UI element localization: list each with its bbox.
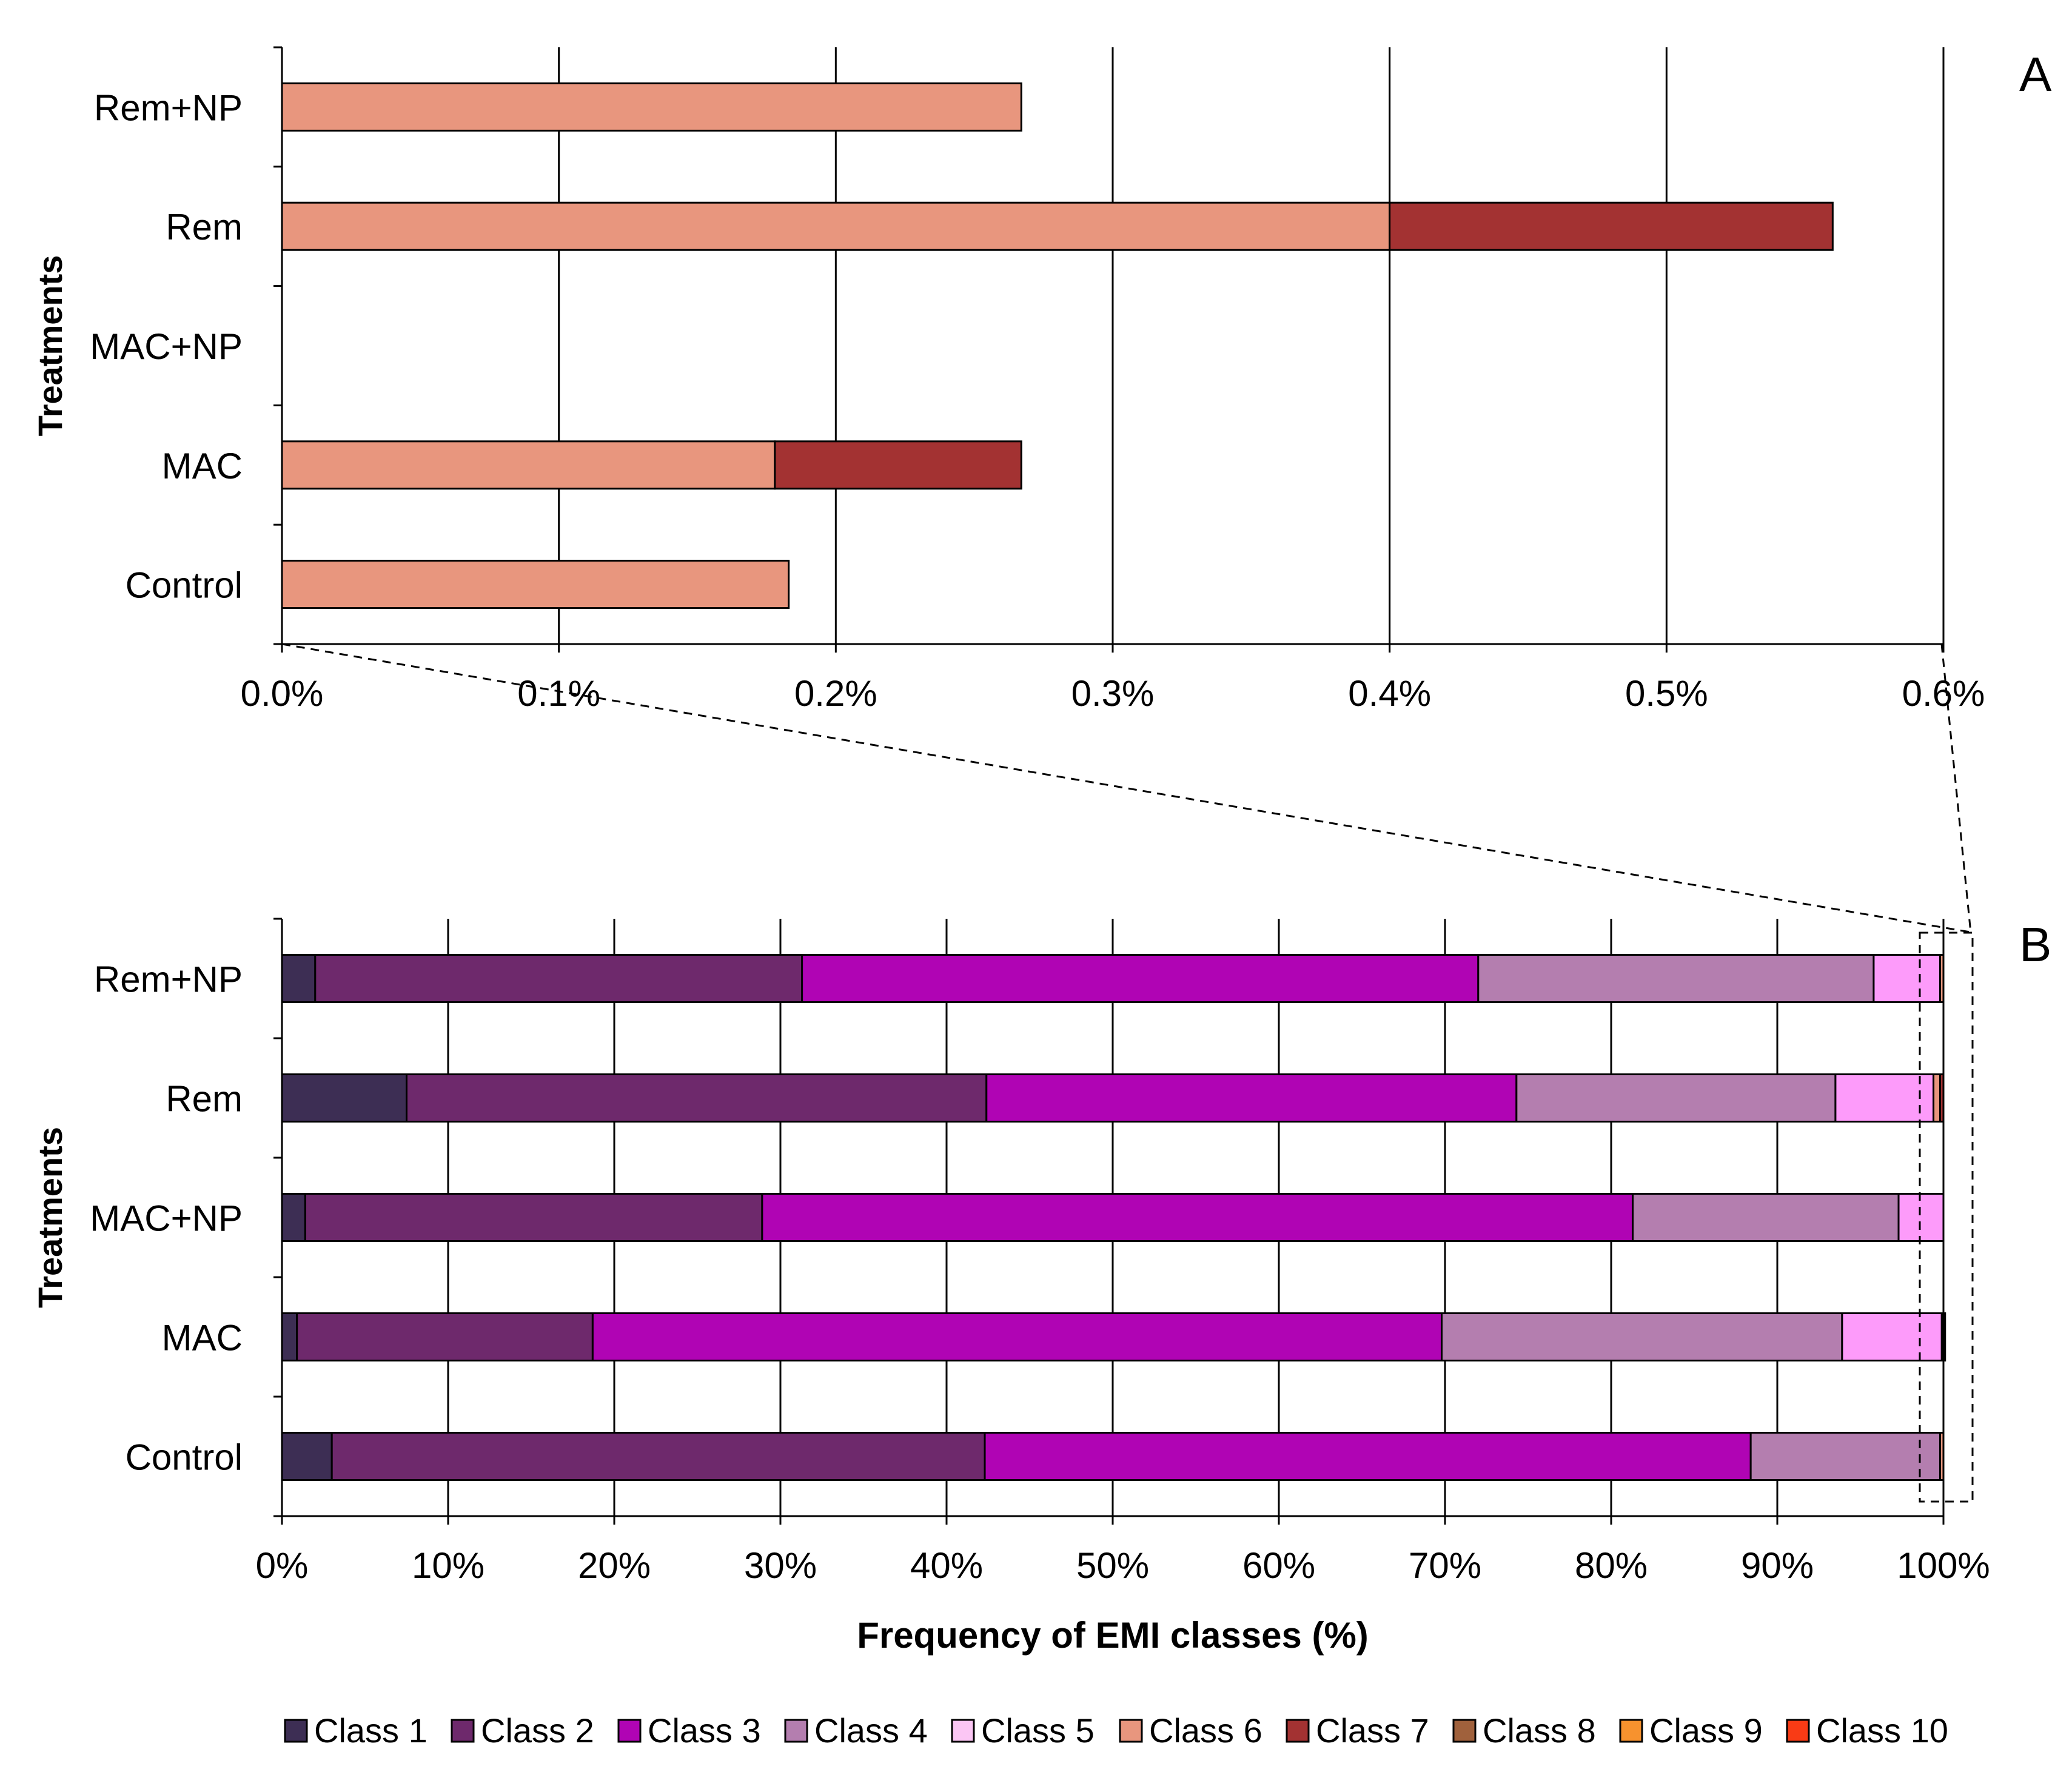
legend-label: Class 7 <box>1316 1711 1429 1750</box>
category-label: Rem <box>166 1079 243 1119</box>
bar-segment <box>1834 1073 1935 1123</box>
bar-segment <box>984 1432 1752 1481</box>
panel-label-b: B <box>2019 918 2051 972</box>
bar-segment <box>801 954 1480 1003</box>
bar-segment <box>1441 1312 1843 1361</box>
bar-segment <box>1939 1073 1945 1123</box>
legend-label: Class 4 <box>814 1711 928 1750</box>
panel-b-chart: 0% 10% 20% 30% 40% 50% 60% 70% 80% 90% 100% Control… <box>31 918 1990 1656</box>
bar-segment <box>1939 954 1945 1003</box>
x-tick-label: 60% <box>1242 1545 1315 1586</box>
category-label: MAC <box>162 446 243 486</box>
bar-segment <box>281 201 1391 251</box>
legend-label: Class 6 <box>1149 1711 1262 1750</box>
legend-swatch <box>451 1719 475 1743</box>
category-label: Control <box>126 565 243 606</box>
bar-segment <box>296 1312 594 1361</box>
legend: Class 1 Class 2 Class 3 Class 4 Class 5 Class… <box>284 1711 1948 1750</box>
bar-segment <box>1749 1432 1942 1481</box>
legend-swatch <box>617 1719 642 1743</box>
x-tick-label: 20% <box>578 1545 651 1586</box>
x-tick-label: 0.4% <box>1348 673 1431 714</box>
zoom-line-left <box>281 643 1974 934</box>
legend-label: Class 2 <box>481 1711 594 1750</box>
bar-segment <box>1897 1193 1945 1242</box>
x-tick-label: 80% <box>1575 1545 1648 1586</box>
x-tick-label: 40% <box>910 1545 983 1586</box>
x-tick-label: 100% <box>1897 1545 1990 1586</box>
bar-segment <box>1873 954 1942 1003</box>
bar-segment <box>281 1073 407 1123</box>
x-tick-label: 0.0% <box>241 673 324 714</box>
legend-label: Class 1 <box>314 1711 427 1750</box>
x-tick-label: 0.3% <box>1071 673 1155 714</box>
zoom-box <box>1919 931 1974 1503</box>
bar-segment <box>1933 1073 1942 1123</box>
bar-segment <box>281 1312 298 1361</box>
legend-label: Class 9 <box>1649 1711 1763 1750</box>
zoom-line-right <box>1940 643 1972 933</box>
x-axis-title: Frequency of EMI classes (%) <box>857 1615 1369 1656</box>
x-tick-label: 0.5% <box>1625 673 1708 714</box>
category-label: MAC <box>162 1318 243 1358</box>
category-label: Rem+NP <box>94 959 243 1000</box>
y-axis-title: Treatments <box>31 1127 69 1308</box>
category-label: MAC+NP <box>90 1198 243 1239</box>
bar-segment <box>281 1432 333 1481</box>
panel-label-a: A <box>2019 47 2052 101</box>
x-tick-label: 0.6% <box>1902 673 1985 714</box>
y-axis-title: Treatments <box>31 255 69 437</box>
x-tick-label: 70% <box>1409 1545 1481 1586</box>
legend-label: Class 8 <box>1483 1711 1596 1750</box>
x-tick-label: 30% <box>744 1545 817 1586</box>
bar-segment <box>304 1193 763 1242</box>
x-tick-label: 0% <box>256 1545 309 1586</box>
legend-swatch <box>284 1719 308 1743</box>
x-tick-label: 90% <box>1741 1545 1814 1586</box>
legend-swatch <box>1619 1719 1643 1743</box>
category-label: MAC+NP <box>90 326 243 367</box>
bar-segment <box>314 954 803 1003</box>
category-label: Rem+NP <box>94 87 243 128</box>
bar-segment <box>1515 1073 1837 1123</box>
category-label: Control <box>126 1437 243 1478</box>
bar-segment <box>985 1073 1518 1123</box>
bar-segment <box>281 954 317 1003</box>
legend-label: Class 10 <box>1816 1711 1948 1750</box>
x-tick-label: 50% <box>1076 1545 1149 1586</box>
bar-segment <box>1942 1312 1946 1361</box>
zoom-connector <box>281 643 1974 1503</box>
legend-swatch <box>1286 1719 1310 1743</box>
bar-segment <box>281 560 790 609</box>
x-tick-label: 0.1% <box>517 673 600 714</box>
legend-swatch <box>1786 1719 1810 1743</box>
bar-segment <box>281 440 776 490</box>
category-label: Rem <box>166 207 243 247</box>
bar-segment <box>406 1073 988 1123</box>
bar-segment <box>1939 1432 1945 1481</box>
legend-swatch <box>1452 1719 1477 1743</box>
bar-segment <box>1632 1193 1900 1242</box>
bar-segment <box>281 82 1022 132</box>
panel-a-chart: 0.0% 0.1% 0.2% 0.3% 0.4% 0.5% 0.6% Control MAC MA… <box>31 46 1985 714</box>
bar-segment <box>774 440 1022 490</box>
bar-segment <box>330 1432 986 1481</box>
bar-segment <box>1389 201 1834 251</box>
x-tick-label: 10% <box>412 1545 484 1586</box>
legend-swatch <box>951 1719 975 1743</box>
bar-segment <box>1841 1312 1943 1361</box>
bar-segment <box>281 1193 306 1242</box>
legend-label: Class 3 <box>648 1711 761 1750</box>
bar-segment <box>761 1193 1634 1242</box>
legend-swatch <box>1119 1719 1143 1743</box>
x-tick-label: 0.2% <box>794 673 877 714</box>
bar-segment <box>591 1312 1443 1361</box>
bar-segment <box>1477 954 1875 1003</box>
legend-label: Class 5 <box>981 1711 1095 1750</box>
legend-swatch <box>784 1719 808 1743</box>
